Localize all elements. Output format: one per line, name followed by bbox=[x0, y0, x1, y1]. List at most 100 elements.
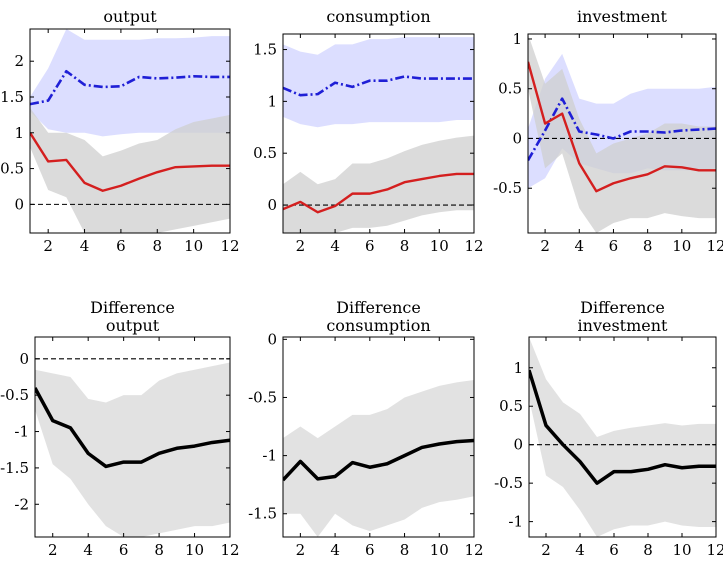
series-line-2 bbox=[283, 172, 474, 214]
x-tick-label: 6 bbox=[116, 237, 126, 255]
x-tick-label: 4 bbox=[574, 237, 584, 255]
series-line-1 bbox=[529, 369, 716, 485]
y-tick-label: -0.5 bbox=[493, 179, 522, 197]
plot-area bbox=[529, 337, 716, 537]
y-tick-label: 0 bbox=[19, 350, 29, 368]
chart-title: output bbox=[103, 7, 157, 26]
x-tick-label: 4 bbox=[330, 541, 340, 559]
y-tick-label: 1 bbox=[267, 92, 277, 110]
x-tick-label: 10 bbox=[430, 541, 449, 559]
plot-area bbox=[30, 29, 230, 233]
y-tick-label: 1.5 bbox=[0, 88, 24, 106]
x-tick-label: 12 bbox=[706, 541, 723, 559]
plot-frame bbox=[527, 33, 717, 234]
y-tick-label: -1 bbox=[508, 513, 523, 531]
x-tick-label: 6 bbox=[365, 541, 375, 559]
x-tick-label: 12 bbox=[220, 541, 239, 559]
y-tick-label: 0 bbox=[513, 436, 523, 454]
plot-area bbox=[528, 34, 716, 233]
confidence-band-1 bbox=[283, 37, 474, 128]
chart-title: Difference bbox=[580, 298, 665, 317]
y-tick-label: 1 bbox=[513, 359, 523, 377]
y-tick-label: -1.5 bbox=[248, 505, 277, 523]
x-tick-label: 2 bbox=[48, 541, 58, 559]
series-line-1 bbox=[528, 97, 716, 162]
y-tick-label: -1.5 bbox=[0, 459, 29, 477]
series-line-1 bbox=[283, 438, 474, 482]
x-tick-label: 12 bbox=[464, 237, 483, 255]
y-tick-label: 0.5 bbox=[499, 397, 523, 415]
chart-title: investment bbox=[577, 7, 668, 26]
plot-area bbox=[283, 37, 474, 233]
x-tick-label: 8 bbox=[643, 541, 653, 559]
x-tick-label: 8 bbox=[643, 237, 653, 255]
y-tick-label: 1 bbox=[512, 30, 522, 48]
plot-area bbox=[35, 358, 230, 537]
y-tick-label: 0.5 bbox=[253, 144, 277, 162]
y-tick-label: -0.5 bbox=[0, 386, 29, 404]
x-tick-label: 10 bbox=[184, 237, 203, 255]
x-tick-label: 8 bbox=[154, 541, 164, 559]
x-tick-label: 8 bbox=[400, 237, 410, 255]
y-tick-label: -0.5 bbox=[248, 388, 277, 406]
series-line-2 bbox=[528, 61, 716, 193]
x-tick-label: 4 bbox=[83, 541, 93, 559]
chart-title: output bbox=[106, 316, 160, 335]
y-tick-label: 0.5 bbox=[0, 160, 24, 178]
confidence-band-1 bbox=[529, 337, 716, 537]
y-tick-label: -1 bbox=[262, 447, 277, 465]
chart-panel-1: 2 4 6 8 10 12 0 0.5 1 1.5 2 output bbox=[0, 7, 239, 255]
x-tick-label: 10 bbox=[430, 237, 449, 255]
y-tick-label: 1 bbox=[14, 124, 24, 142]
plot-frame bbox=[282, 336, 475, 538]
series-line-2 bbox=[30, 132, 230, 192]
y-tick-label: 0 bbox=[512, 129, 522, 147]
y-tick-label: 1.5 bbox=[253, 41, 277, 59]
plot-frame bbox=[528, 336, 717, 538]
chart-panel-3: 2 4 6 8 10 12 -0.5 0 0.5 1 investment bbox=[493, 7, 723, 255]
y-tick-label: 0 bbox=[14, 195, 24, 213]
x-tick-label: 10 bbox=[672, 237, 691, 255]
x-tick-label: 4 bbox=[80, 237, 90, 255]
y-tick-label: 2 bbox=[14, 52, 24, 70]
y-tick-label: -1 bbox=[14, 423, 29, 441]
x-tick-label: 8 bbox=[152, 237, 162, 255]
x-tick-label: 2 bbox=[296, 237, 306, 255]
y-tick-label: 0 bbox=[267, 196, 277, 214]
x-tick-label: 12 bbox=[464, 541, 483, 559]
y-tick-label: 0.5 bbox=[498, 80, 522, 98]
x-tick-label: 6 bbox=[609, 237, 619, 255]
x-tick-label: 4 bbox=[575, 541, 585, 559]
confidence-band-2 bbox=[528, 34, 716, 233]
x-tick-label: 2 bbox=[296, 541, 306, 559]
chart-title: consumption bbox=[326, 7, 430, 26]
x-tick-label: 6 bbox=[365, 237, 375, 255]
confidence-band-2 bbox=[30, 107, 230, 233]
x-tick-label: 12 bbox=[706, 237, 723, 255]
confidence-band-1 bbox=[35, 362, 230, 537]
series-line-1 bbox=[35, 387, 230, 469]
confidence-band-2 bbox=[283, 135, 474, 233]
y-tick-label: -2 bbox=[14, 495, 29, 513]
y-tick-label: -0.5 bbox=[494, 474, 523, 492]
plot-frame bbox=[29, 28, 231, 234]
x-tick-label: 10 bbox=[185, 541, 204, 559]
plot-frame bbox=[282, 33, 475, 234]
chart-title: consumption bbox=[326, 316, 430, 335]
series-line-1 bbox=[283, 75, 474, 97]
x-tick-label: 6 bbox=[609, 541, 619, 559]
x-tick-label: 10 bbox=[672, 541, 691, 559]
chart-panel-2: 2 4 6 8 10 12 0 0.5 1 1.5 consumption bbox=[253, 7, 483, 255]
series-line-1 bbox=[30, 69, 230, 106]
confidence-band-1 bbox=[283, 380, 474, 537]
x-tick-label: 2 bbox=[540, 237, 550, 255]
x-tick-label: 8 bbox=[400, 541, 410, 559]
x-tick-label: 2 bbox=[541, 541, 551, 559]
x-tick-label: 12 bbox=[220, 237, 239, 255]
y-tick-label: 0 bbox=[267, 330, 277, 348]
chart-title: Difference bbox=[336, 298, 421, 317]
